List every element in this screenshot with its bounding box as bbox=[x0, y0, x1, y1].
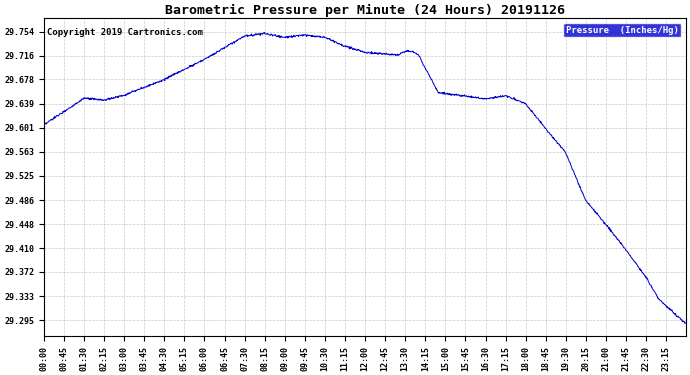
Text: Copyright 2019 Cartronics.com: Copyright 2019 Cartronics.com bbox=[47, 28, 203, 37]
Legend: Pressure  (Inches/Hg): Pressure (Inches/Hg) bbox=[563, 23, 681, 38]
Title: Barometric Pressure per Minute (24 Hours) 20191126: Barometric Pressure per Minute (24 Hours… bbox=[165, 4, 565, 17]
